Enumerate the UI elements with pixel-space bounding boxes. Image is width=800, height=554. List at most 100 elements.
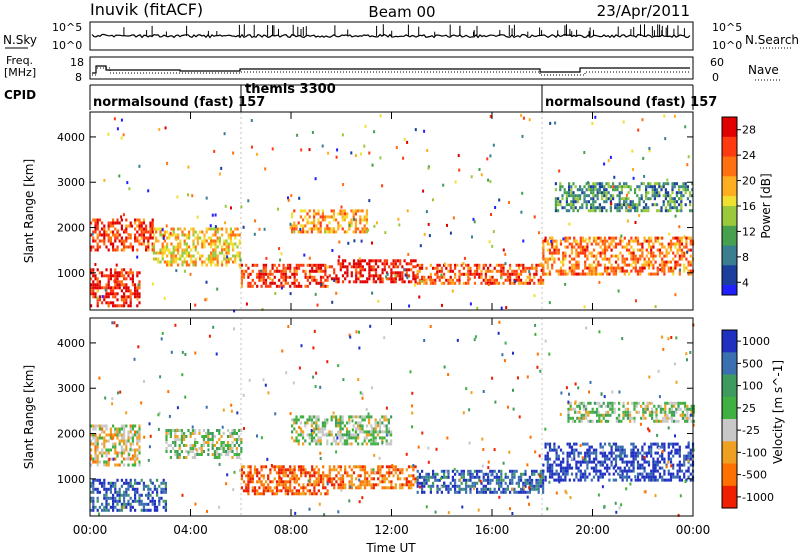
- data-cell: [352, 415, 355, 419]
- data-cell: [289, 483, 292, 487]
- data-cell: [687, 469, 690, 473]
- data-cell: [629, 188, 632, 192]
- data-cell: [596, 206, 599, 210]
- data-cell: [163, 233, 166, 237]
- data-cell: [542, 266, 545, 270]
- data-cell: [337, 433, 340, 437]
- data-cell: [595, 469, 598, 473]
- data-cell: [339, 486, 342, 490]
- data-cell: [471, 235, 473, 239]
- data-cell: [608, 266, 611, 270]
- data-cell: [295, 269, 298, 273]
- data-cell: [641, 475, 644, 479]
- data-cell: [685, 239, 688, 243]
- data-cell: [595, 457, 598, 461]
- data-cell: [638, 213, 641, 217]
- data-cell: [361, 468, 364, 472]
- data-cell: [134, 499, 137, 503]
- data-cell: [622, 413, 625, 417]
- data-cell: [603, 188, 606, 192]
- data-cell: [444, 262, 446, 266]
- data-cell: [107, 224, 110, 228]
- data-cell: [280, 252, 283, 256]
- data-cell: [240, 477, 243, 481]
- data-cell: [546, 248, 549, 252]
- data-cell: [302, 442, 305, 446]
- data-cell: [551, 263, 554, 267]
- data-cell: [661, 454, 664, 458]
- data-cell: [286, 468, 290, 472]
- data-cell: [396, 474, 400, 478]
- data-cell: [337, 262, 340, 266]
- data-cell: [612, 182, 615, 186]
- data-cell: [595, 242, 598, 246]
- data-cell: [443, 365, 446, 369]
- data-cell: [90, 289, 93, 293]
- data-cell: [210, 227, 213, 231]
- data-cell: [416, 490, 419, 494]
- data-cell: [647, 209, 650, 213]
- data-cell: [684, 413, 687, 417]
- data-cell: [581, 206, 584, 210]
- data-cell: [573, 269, 576, 273]
- data-cell: [92, 508, 95, 512]
- data-cell: [539, 478, 542, 482]
- data-cell: [390, 268, 393, 272]
- data-cell: [125, 481, 128, 485]
- data-cell: [484, 263, 487, 267]
- data-cell: [105, 460, 108, 464]
- data-cell: [211, 441, 214, 444]
- data-cell: [650, 251, 653, 255]
- data-cell: [174, 429, 177, 432]
- data-cell: [469, 469, 472, 473]
- data-cell: [396, 271, 400, 275]
- data-cell: [258, 272, 261, 276]
- data-cell: [105, 274, 108, 278]
- data-cell: [572, 206, 575, 210]
- data-cell: [643, 466, 646, 470]
- data-cell: [205, 435, 208, 438]
- data-cell: [359, 259, 362, 263]
- data-cell: [491, 472, 494, 476]
- data-cell: [429, 272, 432, 276]
- data-cell: [233, 309, 236, 313]
- data-cell: [90, 481, 93, 485]
- data-cell: [663, 448, 666, 452]
- data-cell: [626, 407, 629, 411]
- data-cell: [216, 230, 219, 234]
- data-cell: [595, 266, 598, 270]
- data-cell: [365, 215, 368, 219]
- data-cell: [92, 427, 95, 431]
- data-cell: [676, 451, 679, 455]
- data-cell: [227, 242, 230, 246]
- data-cell: [330, 227, 333, 231]
- data-cell: [101, 239, 104, 243]
- data-cell: [603, 266, 607, 270]
- data-cell: [366, 471, 369, 475]
- data-cell: [633, 419, 636, 423]
- data-cell: [245, 486, 248, 490]
- data-cell: [621, 257, 624, 261]
- data-cell: [103, 493, 106, 497]
- data-cell: [207, 236, 210, 240]
- data-cell: [131, 436, 134, 440]
- data-cell: [684, 419, 687, 423]
- data-cell: [673, 401, 676, 405]
- data-cell: [315, 480, 318, 484]
- data-cell: [127, 271, 130, 275]
- data-cell: [647, 197, 650, 201]
- data-cell: [152, 245, 155, 249]
- data-cell: [498, 281, 501, 285]
- data-cell: [664, 188, 667, 192]
- data-cell: [96, 221, 99, 225]
- data-cell: [273, 477, 276, 481]
- data-cell: [308, 275, 312, 279]
- data-cell: [399, 471, 402, 475]
- data-cell: [92, 460, 95, 464]
- data-cell: [637, 128, 640, 132]
- data-cell: [376, 442, 379, 446]
- data-cell: [264, 278, 268, 282]
- data-cell: [231, 447, 234, 450]
- data-cell: [162, 499, 165, 503]
- data-cell: [335, 274, 338, 278]
